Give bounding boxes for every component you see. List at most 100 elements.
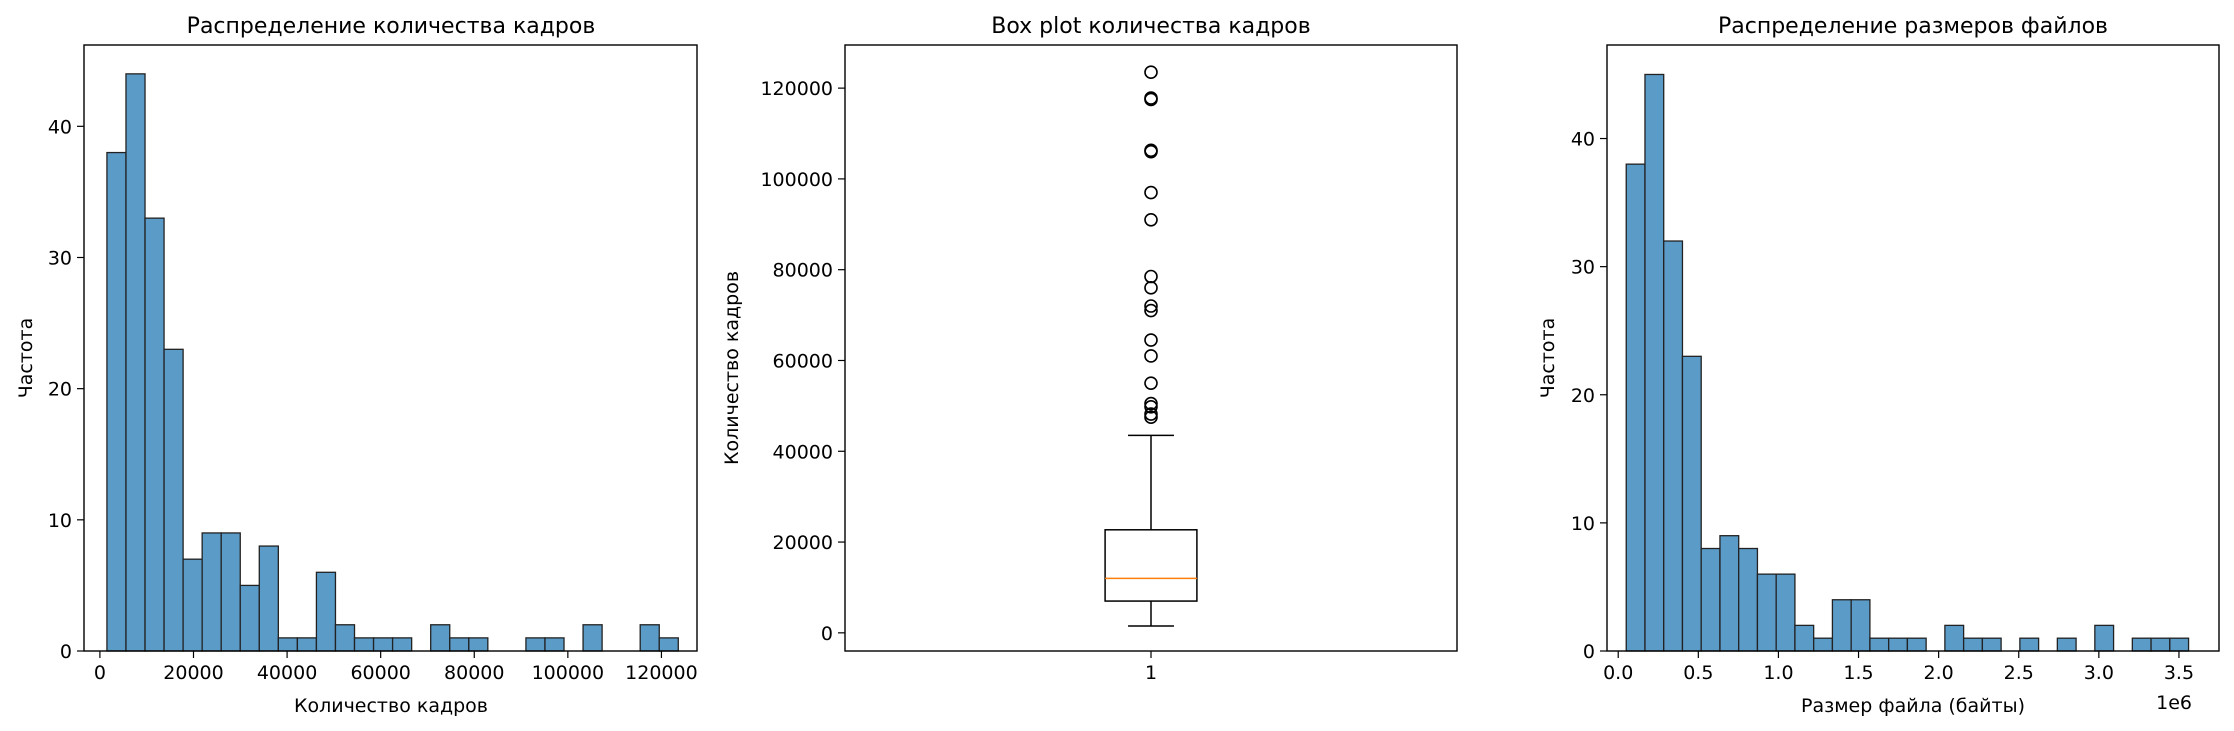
- frames-histogram-xtick-label: 0: [94, 662, 106, 684]
- frames-boxplot-ytick-label: 80000: [773, 260, 833, 282]
- frames-boxplot-ytick-label: 0: [821, 623, 833, 645]
- frames-boxplot-outlier-point: [1144, 281, 1158, 295]
- filesize-histogram-bar: [1794, 624, 1815, 652]
- filesize-histogram-bar: [1887, 637, 1909, 652]
- frames-boxplot-outlier-point: [1144, 376, 1158, 390]
- frames-histogram-bar: [391, 637, 413, 652]
- frames-histogram-ylabel: Частота: [15, 318, 37, 399]
- frames-histogram-xtick-label: 40000: [257, 662, 317, 684]
- frames-histogram-bar: [163, 348, 184, 652]
- filesize-histogram-bar: [1756, 573, 1777, 652]
- frames-boxplot-outlier-point: [1144, 212, 1158, 227]
- frames-boxplot-ytick-label: 60000: [773, 350, 833, 372]
- frames-boxplot-outlier-point: [1144, 303, 1158, 318]
- filesize-histogram-bar: [2056, 637, 2077, 652]
- frames-histogram-ytick-label: 20: [48, 379, 72, 401]
- frames-histogram-xtick-label: 60000: [350, 662, 410, 684]
- frames-histogram-bar: [277, 637, 299, 652]
- frames-boxplot-ytick-label: 40000: [773, 441, 833, 463]
- frames-histogram-ytick-label: 0: [60, 641, 72, 663]
- frames-boxplot-outlier-point: [1144, 269, 1158, 284]
- frames-boxplot-outlier-point: [1144, 299, 1158, 313]
- frames-histogram-xtick-label: 120000: [625, 662, 698, 684]
- filesize-histogram-title: Распределение размеров файлов: [1718, 14, 2108, 39]
- frames-boxplot-ytick-label: 100000: [760, 169, 833, 191]
- filesize-histogram-xtick-label: 1.0: [1763, 662, 1793, 684]
- frames-boxplot-outlier-point: [1144, 396, 1158, 411]
- frames-histogram-bar: [582, 624, 603, 652]
- frames-histogram-ytick-label: 10: [48, 510, 72, 532]
- frames-boxplot-xtick-label: 1: [1145, 662, 1157, 684]
- filesize-histogram-bar: [1681, 355, 1702, 652]
- frames-boxplot-box: [1104, 529, 1198, 602]
- frames-histogram-bar: [525, 637, 546, 652]
- filesize-histogram-ytick-label: 0: [1583, 641, 1595, 663]
- frames-histogram-bar: [639, 624, 660, 652]
- frames-boxplot-outlier-point: [1144, 407, 1158, 421]
- frames-boxplot-outlier-point: [1144, 91, 1158, 105]
- filesize-histogram-bar: [2150, 637, 2171, 652]
- filesize-histogram-xtick-label: 2.5: [2004, 662, 2034, 684]
- frames-histogram-bar: [144, 217, 165, 652]
- filesize-histogram-xtick-label: 1.5: [1843, 662, 1873, 684]
- filesize-histogram-bar: [1906, 637, 1927, 652]
- filesize-histogram-ytick-label: 20: [1571, 385, 1595, 407]
- frames-boxplot-axes-frame: [844, 44, 1458, 652]
- frames-histogram-bar: [468, 637, 489, 652]
- filesize-histogram-bar: [1775, 573, 1796, 652]
- frames-histogram-bar: [449, 637, 470, 652]
- frames-histogram-xtick-label: 80000: [444, 662, 504, 684]
- filesize-histogram-bar: [1850, 599, 1871, 652]
- filesize-histogram-ylabel: Частота: [1537, 318, 1559, 399]
- frames-boxplot-panel: Box plot количества кадров Количество ка…: [721, 14, 1458, 684]
- filesize-histogram-bar: [1944, 624, 1965, 652]
- frames-histogram-bar: [315, 571, 337, 652]
- filesize-histogram-bar: [1869, 637, 1890, 652]
- filesize-histogram-bar: [1962, 637, 1984, 652]
- filesize-histogram-bar: [1700, 547, 1721, 652]
- frames-histogram-bar: [372, 637, 394, 652]
- filesize-histogram-xlabel: Размер файла (байты): [1801, 695, 2025, 717]
- filesize-histogram-xtick-label: 0.0: [1603, 662, 1633, 684]
- filesize-histogram-bar: [1981, 637, 2002, 652]
- frames-histogram-bar: [353, 637, 375, 652]
- filesize-histogram-xtick-label: 3.5: [2164, 662, 2194, 684]
- filesize-histogram-bar: [2094, 624, 2115, 652]
- frames-histogram-xtick-label: 100000: [532, 662, 605, 684]
- frames-histogram-bar: [544, 637, 565, 652]
- frames-histogram-bar: [296, 637, 318, 652]
- filesize-histogram-bar: [1813, 637, 1834, 652]
- frames-histogram-xlabel: Количество кадров: [294, 695, 488, 717]
- frames-boxplot-ylabel: Количество кадров: [721, 271, 743, 465]
- filesize-histogram-bar: [1831, 599, 1852, 652]
- frames-histogram-bar: [182, 558, 203, 652]
- frames-boxplot-outlier-point: [1144, 65, 1158, 80]
- filesize-histogram-xtick-label: 0.5: [1683, 662, 1713, 684]
- frames-boxplot-outlier-point: [1144, 349, 1158, 363]
- filesize-histogram-bar: [2131, 637, 2152, 652]
- frames-histogram-bar: [239, 584, 260, 652]
- filesize-histogram-ytick-label: 30: [1571, 257, 1595, 279]
- frames-boxplot-title: Box plot количества кадров: [991, 14, 1310, 39]
- frames-boxplot-ytick-label: 20000: [773, 532, 833, 554]
- filesize-histogram-ytick-label: 40: [1571, 129, 1595, 151]
- frames-histogram-ytick-label: 30: [48, 247, 72, 269]
- filesize-histogram-xtick-label: 3.0: [2084, 662, 2114, 684]
- filesize-histogram-bar: [2019, 637, 2040, 652]
- frames-histogram-axes-frame: [83, 44, 698, 652]
- frames-histogram-bar: [106, 151, 127, 652]
- filesize-histogram-panel: Распределение размеров файлов Размер фай…: [1537, 14, 2220, 717]
- frames-boxplot-outlier-point: [1144, 333, 1158, 347]
- frames-boxplot-outlier-point: [1144, 143, 1158, 158]
- filesize-histogram-bar: [1719, 535, 1740, 652]
- frames-histogram-bar: [334, 624, 356, 652]
- frames-boxplot-ytick-label: 120000: [760, 78, 833, 100]
- frames-histogram-bar: [201, 532, 222, 652]
- filesize-histogram-bar: [1644, 73, 1665, 652]
- filesize-histogram-xtick-label: 2.0: [1924, 662, 1954, 684]
- frames-histogram-bar: [430, 624, 451, 652]
- filesize-histogram-bar: [2169, 637, 2190, 652]
- frames-histogram-xtick-label: 20000: [163, 662, 223, 684]
- filesize-histogram-axes-frame: [1606, 44, 2220, 652]
